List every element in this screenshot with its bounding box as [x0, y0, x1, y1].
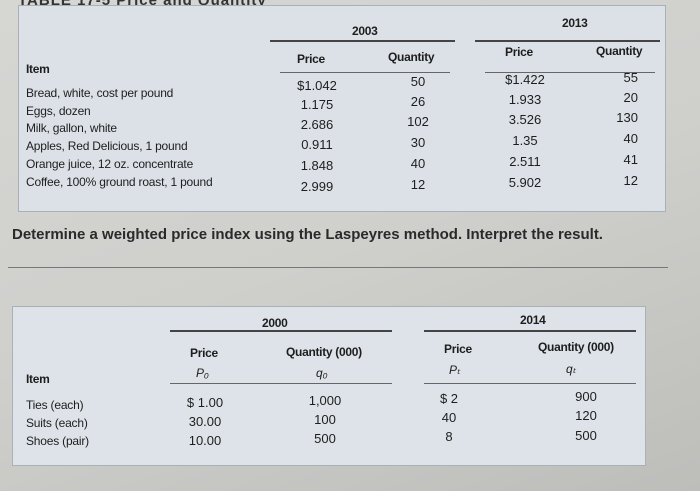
table-cell-quantity-2013: 20 [623, 90, 638, 105]
table-cell-quantity-2000: 500 [314, 431, 336, 446]
question-underline [8, 267, 668, 268]
symbol-p0: P₀ [196, 366, 209, 380]
table-cell-price-2014: 8 [445, 429, 453, 444]
price-header-2013: Price [505, 45, 533, 59]
table-cell-quantity-2014: 500 [575, 428, 597, 443]
table-cell-quantity-2003: 26 [410, 94, 426, 109]
table-row-item: Apples, Red Delicious, 1 pound [26, 139, 188, 153]
year-2014-header: 2014 [520, 313, 546, 327]
table-row-item: Shoes (pair) [26, 434, 89, 448]
rule-header-2003 [280, 72, 450, 73]
table-cell-quantity-2003: 30 [410, 135, 426, 150]
table-cell-price-2003: 2.686 [300, 117, 334, 132]
rule-header-2013 [485, 72, 655, 73]
table-cell-price-2003: 2.999 [300, 179, 334, 194]
table-cell-quantity-2003: 50 [410, 74, 426, 89]
table-cell-quantity-2013: 40 [623, 131, 638, 146]
item-header: Item [26, 372, 50, 386]
table-cell-price-2003: 1.848 [300, 158, 334, 173]
price-header-2003: Price [297, 52, 325, 66]
table-row-item: Ties (each) [26, 398, 84, 412]
table-cell-quantity-2003: 12 [410, 177, 426, 192]
rule-2014 [424, 330, 636, 332]
symbol-q0: q₀ [316, 366, 328, 380]
table-cell-quantity-2013: 41 [623, 152, 638, 167]
table-cell-price-2000: $ 1.00 [186, 395, 224, 410]
year-2013-header: 2013 [562, 16, 588, 30]
table-cell-price-2014: $ 2 [439, 391, 459, 406]
table-cell-price-2013: $1.422 [505, 72, 545, 87]
year-2003-header: 2003 [352, 24, 378, 38]
price-header-2000: Price [190, 346, 218, 360]
table-cell-price-2000: 10.00 [188, 433, 222, 448]
table-cell-quantity-2014: 900 [575, 389, 597, 404]
quantity-header-2013: Quantity [596, 44, 643, 58]
symbol-pt: Pₜ [449, 363, 461, 377]
table-cell-quantity-2013: 130 [616, 110, 638, 125]
table-cell-quantity-2000: 100 [314, 412, 336, 427]
quantity-header-2003: Quantity [388, 50, 435, 64]
table-cell-quantity-2003: 40 [410, 156, 426, 171]
table-cell-price-2003: 0.911 [301, 137, 333, 152]
table-cell-price-2013: 3.526 [508, 112, 542, 127]
year-2000-header: 2000 [262, 316, 288, 330]
table-row-item: Suits (each) [26, 416, 88, 430]
table-cell-quantity-2013: 12 [623, 173, 638, 188]
table-cell-price-2013: 1.35 [512, 133, 538, 148]
table-cell-price-2014: 40 [441, 410, 457, 425]
table-row-item: Bread, white, cost per pound [26, 86, 174, 100]
symbol-qt: qₜ [566, 362, 576, 376]
table-cell-price-2000: 30.00 [188, 414, 222, 429]
table-row-item: Eggs, dozen [26, 104, 91, 118]
table-cell-quantity-2014: 120 [575, 408, 597, 423]
table-cell-price-2013: 5.902 [508, 175, 542, 190]
quantity-header-2000: Quantity (000) [286, 345, 362, 359]
rule-2003 [270, 40, 455, 42]
table-cell-quantity-2003: 102 [407, 114, 429, 129]
table-row-item: Orange juice, 12 oz. concentrate [26, 157, 194, 171]
table-cell-price-2003: $1.042 [297, 78, 337, 93]
rule-2013 [475, 40, 660, 42]
price-header-2014: Price [444, 342, 472, 356]
price-quantity-table-2003-2013 [18, 5, 666, 212]
quantity-header-2014: Quantity (000) [538, 340, 614, 354]
table-cell-price-2013: 2.511 [509, 154, 541, 169]
item-header: Item [26, 62, 50, 76]
rule-header-2014 [424, 383, 636, 384]
table-row-item: Milk, gallon, white [26, 121, 117, 135]
table-row-item: Coffee, 100% ground roast, 1 pound [26, 175, 213, 189]
rule-2000 [170, 330, 392, 332]
table-cell-quantity-2013: 55 [623, 70, 638, 85]
price-quantity-table-2000-2014 [12, 306, 646, 466]
table-cell-price-2003: 1.175 [300, 97, 334, 112]
table-cell-quantity-2000: 1,000 [308, 393, 342, 408]
rule-header-2000 [170, 383, 392, 384]
table-caption: TABLE 17-5 Price and Quantity [18, 0, 267, 9]
question-text: Determine a weighted price index using t… [12, 226, 603, 243]
table-cell-price-2013: 1.933 [508, 92, 542, 107]
